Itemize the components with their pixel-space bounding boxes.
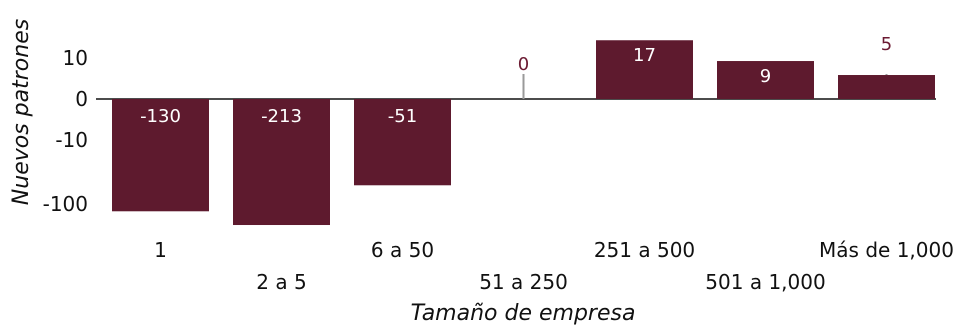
bar — [838, 75, 935, 99]
y-tick-label: -100 — [43, 192, 88, 216]
bar — [233, 99, 330, 226]
data-label: 5 — [881, 34, 892, 55]
bar — [112, 99, 209, 212]
y-tick-label: 0 — [75, 87, 88, 111]
x-axis-title: Tamaño de empresa — [411, 301, 636, 326]
x-category-label: 1 — [154, 238, 167, 262]
data-label: -51 — [388, 106, 417, 127]
data-label: -130 — [140, 106, 181, 127]
bar — [354, 99, 451, 186]
data-label: -213 — [261, 106, 302, 127]
x-category-label: 251 a 500 — [594, 238, 695, 262]
y-tick-label: 10 — [63, 46, 88, 70]
y-axis-ticks: 10 0 -10 -100 — [43, 46, 88, 216]
x-category-label: 501 a 1,000 — [705, 270, 825, 294]
x-category-label: 6 a 50 — [371, 238, 434, 262]
data-label: 9 — [760, 66, 771, 87]
y-tick-label: -10 — [55, 128, 88, 152]
x-axis-categories: 1 2 a 5 6 a 50 51 a 250 251 a 500 501 a 1,000… — [154, 238, 954, 294]
x-category-label: 51 a 250 — [479, 270, 568, 294]
data-label: 0 — [518, 54, 529, 75]
bar — [717, 61, 814, 99]
y-axis-title: Nuevos patrones — [9, 19, 34, 205]
data-label: 17 — [633, 45, 656, 66]
bar — [596, 40, 693, 99]
bars: -130 -213 -51 0 17 9 5 — [112, 34, 935, 226]
x-category-label: Más de 1,000 — [819, 238, 954, 262]
x-category-label: 2 a 5 — [256, 270, 306, 294]
